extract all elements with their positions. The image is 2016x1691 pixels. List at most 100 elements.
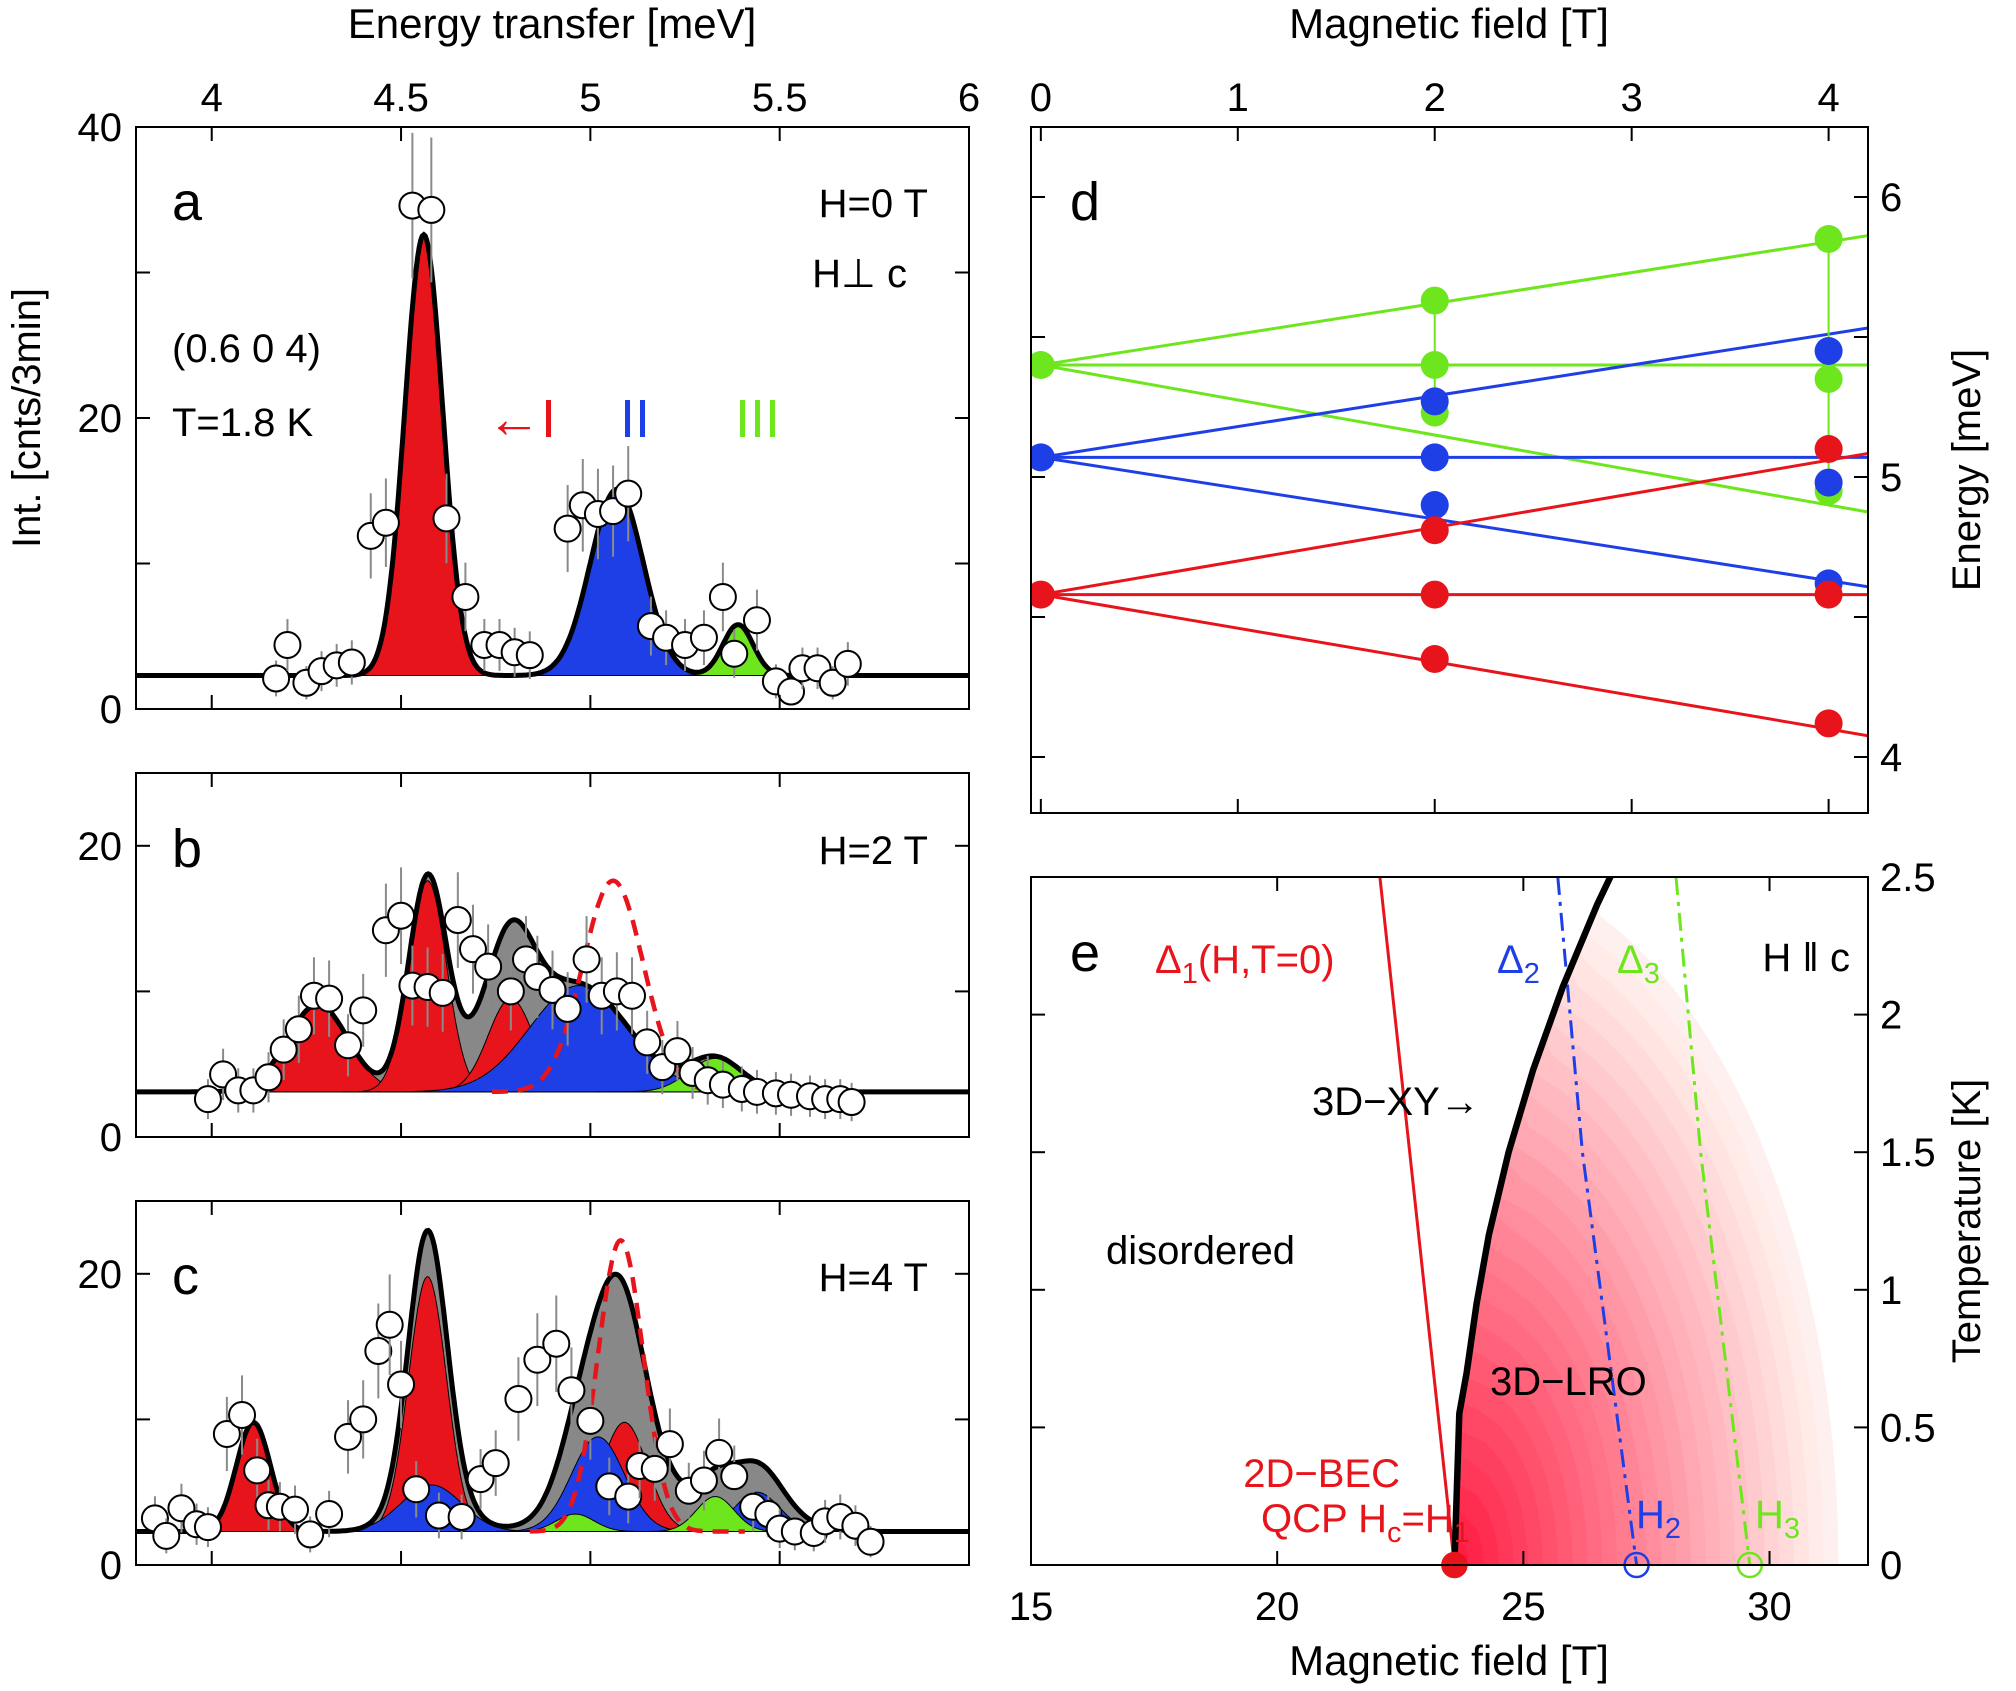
orientation-label-a: H⊥ c bbox=[812, 252, 907, 296]
y-tick-label: 0 bbox=[1880, 1544, 1902, 1588]
peak-I bbox=[338, 234, 509, 676]
delta2-label: Δ2 bbox=[1497, 938, 1540, 990]
ticks-c: 0 20 bbox=[78, 1201, 969, 1588]
mode-label-II: II bbox=[620, 389, 650, 449]
disordered-label: disordered bbox=[1106, 1229, 1295, 1273]
point-II bbox=[1814, 468, 1843, 497]
data-point bbox=[742, 606, 771, 635]
data-point bbox=[614, 479, 643, 508]
data-point bbox=[402, 1475, 431, 1504]
data-point bbox=[553, 994, 582, 1023]
y-tick-label: 20 bbox=[78, 397, 123, 441]
x-tick-label: 2 bbox=[1424, 76, 1446, 120]
point-I bbox=[1814, 435, 1843, 463]
point-II bbox=[1814, 337, 1843, 365]
mode-label-I: ←I bbox=[487, 389, 556, 449]
top-x-axis-label-d: Magnetic field [T] bbox=[1289, 0, 1609, 47]
lro-region bbox=[1454, 877, 1839, 1565]
data-point bbox=[417, 195, 446, 224]
x-tick-label: 1 bbox=[1227, 76, 1249, 120]
ticks-b: 0 20 bbox=[78, 773, 969, 1160]
frame-b bbox=[135, 772, 970, 1138]
data-point bbox=[451, 582, 480, 611]
data-point bbox=[228, 1401, 257, 1430]
field-label-b: H=2 T bbox=[819, 829, 928, 873]
point-I bbox=[1420, 516, 1449, 545]
y-tick-label: 0 bbox=[100, 1544, 122, 1588]
data-point bbox=[315, 1500, 344, 1529]
point-III bbox=[1814, 225, 1843, 253]
data-point bbox=[432, 504, 461, 533]
zeeman-line-III bbox=[1040, 363, 1868, 514]
data-point bbox=[262, 664, 291, 693]
data-point bbox=[640, 1454, 669, 1483]
h2-label: H2 bbox=[1636, 1493, 1681, 1545]
data-point bbox=[349, 996, 378, 1025]
y-tick-label: 1.5 bbox=[1880, 1131, 1936, 1175]
x-axis-label-e: Magnetic field [T] bbox=[1289, 1637, 1609, 1684]
phase-boundary bbox=[1451, 877, 1614, 1565]
frame-c bbox=[135, 1200, 970, 1566]
y-axis-label-d: Energy [meV] bbox=[1945, 349, 1989, 591]
data-point bbox=[515, 641, 544, 670]
zeeman-line-I bbox=[1040, 452, 1868, 597]
y-tick-label: 4 bbox=[1880, 736, 1902, 780]
data-point bbox=[538, 975, 567, 1004]
lines-d bbox=[1040, 234, 1868, 738]
field-label-c: H=4 T bbox=[819, 1256, 928, 1300]
x-tick-label: 4.5 bbox=[373, 76, 429, 120]
data-point bbox=[837, 1088, 866, 1117]
y-tick-label: 0 bbox=[100, 688, 122, 732]
data-point bbox=[296, 1520, 325, 1549]
ticks-a: 0 20 40 4 4.5 5 5.5 6 bbox=[78, 76, 981, 732]
data-point bbox=[572, 945, 601, 974]
y-tick-label: 6 bbox=[1880, 176, 1902, 220]
data-point bbox=[152, 1521, 181, 1550]
xy-label: 3D−XY→ bbox=[1312, 1080, 1480, 1124]
h3-label: H3 bbox=[1755, 1493, 1800, 1545]
x-tick-label: 4 bbox=[1817, 76, 1839, 120]
delta1-label: Δ1(H,T=0) bbox=[1155, 938, 1335, 990]
y-tick-label: 2 bbox=[1880, 994, 1902, 1038]
panel-label-c: c bbox=[172, 1246, 199, 1306]
y-tick-label: 0 bbox=[100, 1116, 122, 1160]
data-point bbox=[254, 1063, 283, 1092]
peaks-a bbox=[338, 234, 807, 676]
panel-label-a: a bbox=[172, 172, 203, 232]
ticks-d: 0 1 2 3 4 4 5 6 bbox=[1030, 76, 1902, 813]
y-tick-label: 40 bbox=[78, 106, 123, 150]
points-d bbox=[1031, 225, 1843, 738]
data-point bbox=[364, 1336, 393, 1365]
point-I bbox=[1420, 645, 1449, 673]
data-point bbox=[284, 1015, 313, 1044]
data-point bbox=[720, 639, 749, 668]
data-point bbox=[334, 1031, 363, 1060]
data-point bbox=[387, 1370, 416, 1399]
delta3-label: Δ3 bbox=[1617, 938, 1660, 990]
data-point bbox=[633, 1028, 662, 1057]
panel-label-d: d bbox=[1070, 172, 1100, 232]
delta1-line bbox=[1378, 877, 1456, 1565]
data-point bbox=[542, 1329, 571, 1358]
y-tick-label: 1 bbox=[1880, 1269, 1902, 1313]
point-II bbox=[1420, 387, 1449, 416]
dashed-curve-c bbox=[529, 1237, 745, 1534]
delta3-line bbox=[1674, 877, 1752, 1565]
frame-d bbox=[1030, 126, 1869, 814]
bec-label-1: 2D−BEC bbox=[1243, 1452, 1400, 1496]
zeeman-line-I bbox=[1040, 593, 1868, 738]
x-tick-label: 5.5 bbox=[752, 76, 808, 120]
data-point bbox=[557, 1376, 586, 1405]
data-point bbox=[443, 906, 472, 935]
data-point bbox=[387, 901, 416, 930]
panel-label-e: e bbox=[1070, 923, 1100, 983]
data-point bbox=[428, 978, 457, 1007]
point-I bbox=[1031, 580, 1055, 609]
frame-e bbox=[1030, 876, 1869, 1566]
data-point bbox=[614, 1482, 643, 1511]
points-c bbox=[140, 1274, 885, 1558]
y-tick-label: 20 bbox=[78, 1253, 123, 1297]
data-point bbox=[375, 1310, 404, 1339]
ticks-e: 15 20 25 30 0 0.5 1 1.5 2 2.5 bbox=[1009, 856, 1936, 1629]
